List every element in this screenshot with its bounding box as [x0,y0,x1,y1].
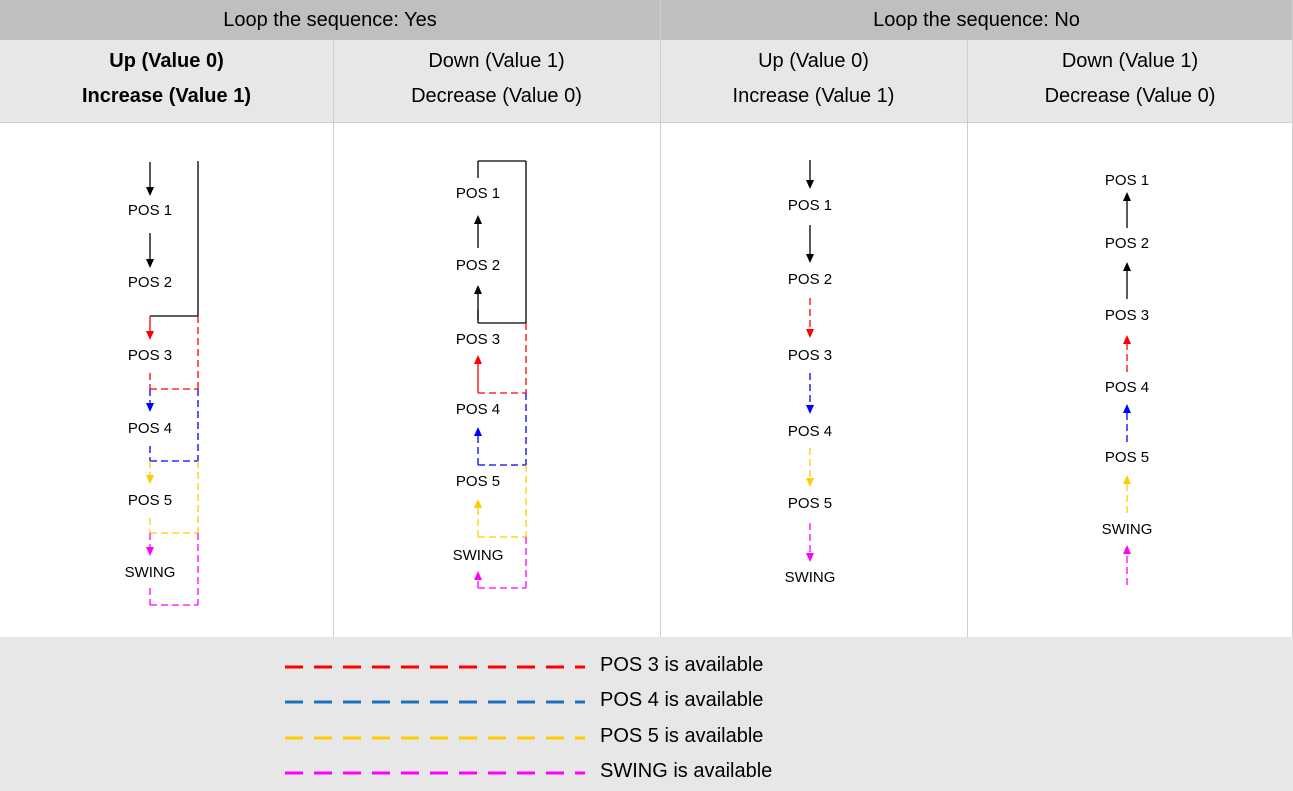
header-loop-yes-label: Loop the sequence: Yes [223,8,437,31]
col4-arrow-to-pos1-head [1123,192,1131,201]
col1-pos4-label: POS 4 [128,420,172,437]
col1-arrow-to-pos3-head [146,331,154,340]
col3-pos4-label: POS 4 [788,423,832,440]
subheader-col-1: Up (Value 0) Increase (Value 1) [0,40,333,122]
header-loop-no: Loop the sequence: No [660,0,1293,40]
legend-dash-swing [285,771,585,775]
col1-pos3-label: POS 3 [128,347,172,364]
col1-arrow-to-pos1-head [146,187,154,196]
subheader-col-4: Down (Value 1) Decrease (Value 0) [967,40,1293,122]
column-divider [333,40,334,637]
column-divider [967,40,968,637]
legend: POS 3 is available POS 4 is available PO… [0,637,1293,791]
col-1-line-2: Increase (Value 1) [82,85,251,107]
col3-pos1-label: POS 1 [788,197,832,214]
col3-arrow-to-pos4-head [806,405,814,414]
col4-arrow-to-pos3-head [1123,335,1131,344]
col-2-line-1: Down (Value 1) [428,50,565,72]
col-4-line-1: Down (Value 1) [1061,50,1199,72]
row-divider [0,122,1293,123]
legend-label-swing: SWING is available [600,760,773,782]
col3-arrow-to-pos2-head [806,254,814,263]
col1-pos1-label: POS 1 [128,202,172,219]
col2-pos2-label: POS 2 [456,257,500,274]
col2-arrow-to-swing-head [474,571,482,580]
col-3-line-2: Increase (Value 1) [732,85,895,107]
col2-pos1-label: POS 1 [456,185,500,202]
column-divider [660,0,661,637]
col2-arrow-to-pos2-head [474,285,482,294]
col2-arrow-to-pos5-head [474,499,482,508]
col3-arrow-to-swing-head [806,553,814,562]
col3-swing-label: SWING [785,569,836,586]
legend-item-pos4: POS 4 is available [0,687,1293,717]
col3-pos3-label: POS 3 [788,347,832,364]
legend-label-pos5: POS 5 is available [600,725,764,747]
legend-item-pos5: POS 5 is available [0,723,1293,753]
col-4-line-2: Decrease (Value 0) [1044,85,1216,107]
col4-pos4-label: POS 4 [1105,379,1149,396]
col3-arrow-to-pos3-head [806,329,814,338]
subheader-col-2: Down (Value 1) Decrease (Value 0) [333,40,660,122]
col2-swing-label: SWING [453,547,504,564]
col4-arrow-to-pos4-head [1123,404,1131,413]
col2-arrow-to-pos1-head [474,215,482,224]
col4-arrow-to-pos5-head [1123,475,1131,484]
col4-swing-label: SWING [1102,521,1153,538]
col2-pos5-label: POS 5 [456,473,500,490]
legend-dash-pos3 [285,665,585,669]
col-2-line-2: Decrease (Value 0) [411,85,582,107]
col3-pos2-label: POS 2 [788,271,832,288]
header-loop-yes: Loop the sequence: Yes [0,0,660,40]
col4-arrow-to-pos2-head [1123,262,1131,271]
col2-pos4-label: POS 4 [456,401,500,418]
col4-pos3-label: POS 3 [1105,307,1149,324]
subheader-col-3: Up (Value 0) Increase (Value 1) [660,40,967,122]
col1-arrow-to-pos5-head [146,475,154,484]
col-3-line-1: Up (Value 0) [758,50,869,72]
legend-item-pos3: POS 3 is available [0,652,1293,682]
col2-arrow-to-pos4-head [474,427,482,436]
legend-item-swing: SWING is available [0,758,1293,788]
col2-pos3-label: POS 3 [456,331,500,348]
col1-arrow-to-pos4-head [146,403,154,412]
col1-pos2-label: POS 2 [128,274,172,291]
legend-label-pos3: POS 3 is available [600,654,764,676]
col1-swing-label: SWING [125,564,176,581]
col3-arrow-to-pos1-head [806,180,814,189]
col4-pos1-label: POS 1 [1105,172,1149,189]
col1-pos5-label: POS 5 [128,492,172,509]
legend-dash-pos4 [285,700,585,704]
header-loop-no-label: Loop the sequence: No [873,8,1080,31]
legend-dash-pos5 [285,736,585,740]
col3-pos5-label: POS 5 [788,495,832,512]
col1-arrow-to-pos2-head [146,259,154,268]
col3-arrow-to-pos5-head [806,478,814,487]
col1-arrow-to-swing-head [146,547,154,556]
sequence-diagram: POS 1 POS 2 POS 3 POS 4 POS 5 SWING POS 1 POS 2… [125,160,1153,606]
col4-pos2-label: POS 2 [1105,235,1149,252]
col-1-line-1: Up (Value 0) [109,50,224,72]
col2-arrow-to-pos3-head [474,355,482,364]
col4-arrow-to-swing-head [1123,545,1131,554]
legend-label-pos4: POS 4 is available [600,689,764,711]
col4-pos5-label: POS 5 [1105,449,1149,466]
